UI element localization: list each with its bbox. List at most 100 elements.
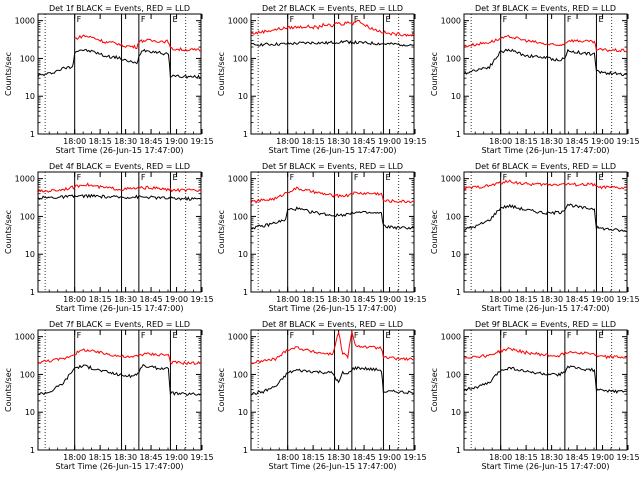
y-tick-label: 100: [233, 54, 248, 63]
plot-frame: [463, 13, 628, 135]
y-axis-label: Counts/sec: [430, 52, 439, 96]
x-tick-label: 19:15: [190, 295, 213, 304]
events-series-line: [250, 366, 415, 396]
y-tick-label: 1: [30, 288, 35, 297]
x-axis-label: Start Time (26-Jun-15 17:47:00): [56, 146, 184, 155]
x-tick-label: 18:45: [353, 453, 376, 462]
y-tick-label: 1000: [15, 333, 35, 342]
lld-series-line: [463, 347, 628, 360]
y-tick-label: 100: [20, 54, 35, 63]
x-tick-label: 19:15: [403, 137, 426, 146]
event-marker: E: [598, 15, 603, 24]
x-tick-label: 18:30: [114, 137, 137, 146]
x-axis-label: Start Time (26-Jun-15 17:47:00): [269, 304, 397, 313]
x-tick-label: 18:30: [114, 295, 137, 304]
x-tick-label: 19:00: [165, 137, 188, 146]
plot-frame: [463, 171, 628, 293]
event-marker: F: [503, 173, 508, 182]
x-axis-label: Start Time (26-Jun-15 17:47:00): [269, 462, 397, 471]
x-tick-label: 18:00: [276, 295, 299, 304]
y-tick-label: 10: [238, 408, 248, 417]
event-marker: E: [385, 173, 390, 182]
x-tick-label: 18:15: [89, 137, 112, 146]
chart-title: Det 5f BLACK = Events, RED = LLD: [262, 162, 403, 171]
x-tick-label: 18:15: [302, 295, 325, 304]
event-marker: F: [290, 173, 295, 182]
lld-series-line: [463, 34, 628, 53]
x-tick-label: 18:15: [302, 453, 325, 462]
y-tick-label: 100: [233, 212, 248, 221]
x-tick-label: 18:00: [63, 137, 86, 146]
y-tick-label: 1: [30, 446, 35, 455]
y-tick-label: 10: [25, 408, 35, 417]
y-tick-label: 10: [238, 250, 248, 259]
y-tick-label: 100: [233, 370, 248, 379]
y-tick-label: 10: [238, 92, 248, 101]
x-tick-label: 18:45: [566, 295, 589, 304]
plot-frame: [463, 329, 628, 451]
plot-frame: [250, 13, 415, 135]
events-series-line: [37, 48, 202, 80]
x-axis-label: Start Time (26-Jun-15 17:47:00): [56, 462, 184, 471]
event-marker: F: [354, 331, 359, 340]
y-tick-label: 10: [451, 408, 461, 417]
x-tick-label: 18:30: [540, 295, 563, 304]
event-marker: F: [77, 331, 82, 340]
x-tick-label: 18:00: [276, 137, 299, 146]
lld-series-line: [250, 186, 415, 204]
lld-series-line: [250, 19, 415, 37]
x-tick-label: 19:00: [591, 137, 614, 146]
x-tick-label: 18:00: [489, 137, 512, 146]
x-tick-label: 18:30: [327, 295, 350, 304]
x-tick-label: 19:00: [165, 453, 188, 462]
y-axis-label: Counts/sec: [217, 210, 226, 254]
y-tick-label: 1000: [15, 17, 35, 26]
x-tick-label: 18:15: [515, 295, 538, 304]
event-marker: F: [77, 15, 82, 24]
y-axis-label: Counts/sec: [4, 210, 13, 254]
lld-series-line: [250, 331, 415, 365]
x-tick-label: 18:45: [140, 295, 163, 304]
event-marker: F: [567, 331, 572, 340]
x-axis-label: Start Time (26-Jun-15 17:47:00): [482, 146, 610, 155]
y-tick-label: 1000: [441, 17, 461, 26]
x-tick-label: 19:00: [591, 453, 614, 462]
y-tick-label: 100: [20, 370, 35, 379]
x-tick-label: 18:30: [114, 453, 137, 462]
y-tick-label: 1: [243, 130, 248, 139]
x-axis-label: Start Time (26-Jun-15 17:47:00): [269, 146, 397, 155]
chart-title: Det 1f BLACK = Events, RED = LLD: [49, 4, 190, 13]
x-tick-label: 18:30: [540, 453, 563, 462]
x-axis-label: Start Time (26-Jun-15 17:47:00): [482, 304, 610, 313]
x-tick-label: 19:15: [616, 453, 639, 462]
y-tick-label: 100: [20, 212, 35, 221]
x-axis-label: Start Time (26-Jun-15 17:47:00): [56, 304, 184, 313]
event-marker: F: [141, 173, 146, 182]
y-tick-label: 100: [446, 54, 461, 63]
x-tick-label: 18:15: [302, 137, 325, 146]
events-series-line: [463, 48, 627, 77]
event-marker: E: [598, 173, 603, 182]
y-tick-label: 1: [243, 446, 248, 455]
lld-series-line: [74, 34, 202, 52]
event-marker: E: [598, 331, 603, 340]
events-series-line: [463, 203, 628, 233]
x-tick-label: 19:15: [403, 453, 426, 462]
y-tick-label: 1: [30, 130, 35, 139]
event-marker: E: [385, 15, 390, 24]
lld-series-line: [37, 182, 202, 193]
x-tick-label: 18:00: [63, 453, 86, 462]
event-marker: F: [503, 15, 508, 24]
chart-title: Det 6f BLACK = Events, RED = LLD: [475, 162, 616, 171]
x-tick-label: 18:30: [327, 137, 350, 146]
x-tick-label: 18:00: [489, 453, 512, 462]
y-tick-label: 1000: [228, 175, 248, 184]
x-tick-label: 18:00: [276, 453, 299, 462]
plot-frame: [250, 329, 415, 451]
x-tick-label: 19:00: [378, 137, 401, 146]
y-tick-label: 10: [451, 250, 461, 259]
y-tick-label: 1000: [441, 333, 461, 342]
events-series-line: [463, 365, 628, 394]
x-tick-label: 18:45: [353, 137, 376, 146]
